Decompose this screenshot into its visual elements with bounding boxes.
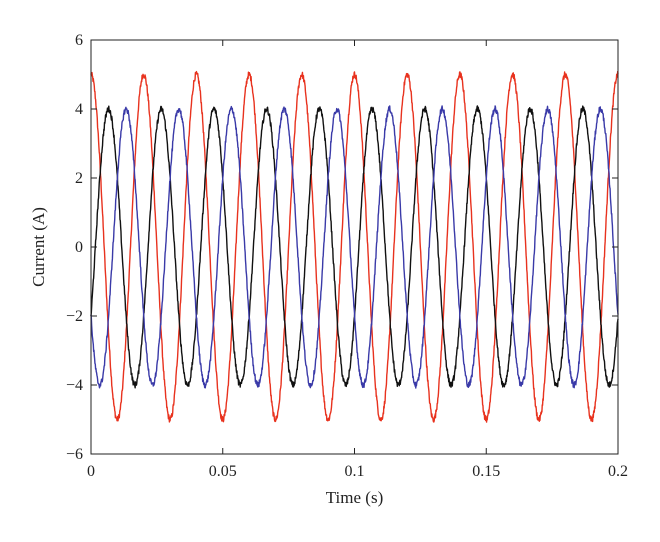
y-tick-label: 2 [75, 170, 83, 187]
series-line-1 [90, 70, 619, 423]
x-tick-label: 0 [87, 463, 95, 480]
series-line-3 [90, 105, 619, 389]
y-tick-label: −4 [66, 377, 83, 394]
x-axis-title: Time (s) [326, 488, 383, 507]
y-tick-label: 0 [75, 239, 83, 256]
x-tick-label: 0.05 [209, 463, 237, 480]
x-tick-label: 0.15 [472, 463, 500, 480]
x-tick-label: 0.2 [608, 463, 628, 480]
x-tick-label: 0.1 [345, 463, 365, 480]
y-tick-label: −6 [66, 446, 83, 463]
plot-area [91, 40, 618, 454]
y-tick-label: 6 [75, 32, 83, 49]
series-layer [90, 70, 619, 423]
y-tick-label: −2 [66, 308, 83, 325]
y-axis-title: Current (A) [29, 207, 48, 287]
y-tick-label: 4 [75, 101, 83, 118]
y-axis-ticks: −6 −4 −2 0 2 4 6 [66, 32, 618, 463]
x-axis-ticks: 0 0.05 0.1 0.15 0.2 [87, 40, 628, 480]
